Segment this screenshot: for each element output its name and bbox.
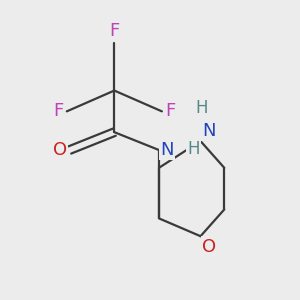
- Text: H: H: [196, 99, 208, 117]
- Text: N: N: [160, 141, 174, 159]
- Text: F: F: [109, 22, 119, 40]
- Text: H: H: [187, 140, 200, 158]
- Text: O: O: [53, 141, 67, 159]
- Text: O: O: [202, 238, 216, 256]
- Text: N: N: [202, 122, 215, 140]
- Text: F: F: [165, 102, 175, 120]
- Text: F: F: [54, 102, 64, 120]
